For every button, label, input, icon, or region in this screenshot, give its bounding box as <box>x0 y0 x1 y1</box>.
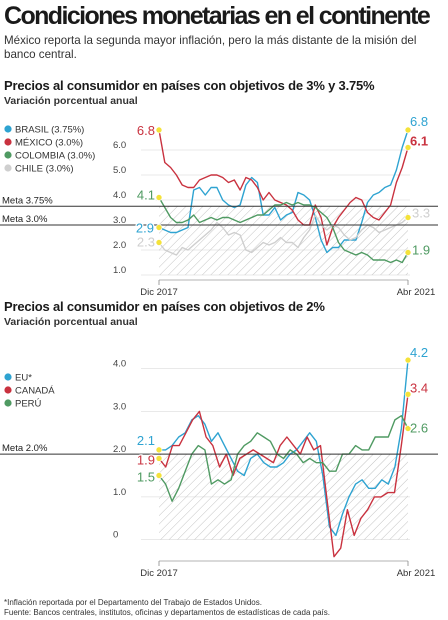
legend-label: EU* <box>15 373 32 384</box>
x-tick-label: Abr 2021 <box>397 287 436 298</box>
y-tick-label: 6.0 <box>113 140 126 151</box>
end-marker <box>404 356 412 364</box>
chart2-title: Precios al consumidor en países con obje… <box>4 299 325 314</box>
y-tick-label: 3.0 <box>113 215 126 226</box>
chart1-title: Precios al consumidor en países con obje… <box>4 78 375 93</box>
start-marker <box>155 239 163 246</box>
target-label: Meta 3.75% <box>2 195 53 206</box>
target-band <box>159 454 408 540</box>
y-tick-label: 1.0 <box>113 265 126 276</box>
y-tick-label: 4.0 <box>113 359 126 370</box>
series-line-2 <box>158 414 409 502</box>
end-value-label: 2.6 <box>410 420 428 435</box>
x-tick-label: Abr 2021 <box>397 568 436 579</box>
legend-swatch <box>4 125 12 133</box>
chart1-subtitle: Variación porcentual anual <box>4 95 138 107</box>
chart2-subtitle: Variación porcentual anual <box>4 316 138 328</box>
end-value-label: 6.8 <box>410 114 428 129</box>
page-title: Condiciones monetarias en el continente <box>4 2 431 30</box>
end-value-label: 3.4 <box>410 380 428 395</box>
start-value-label: 4.1 <box>137 188 155 203</box>
end-marker <box>404 390 412 398</box>
end-value-label: 1.9 <box>412 243 430 258</box>
x-tick-label: Dic 2017 <box>140 568 178 579</box>
end-marker <box>404 249 412 256</box>
start-marker <box>155 126 163 134</box>
start-marker <box>155 194 163 201</box>
footnote-eu: *Inflación reportada por el Departamento… <box>4 598 262 607</box>
start-value-label: 2.9 <box>136 221 154 236</box>
footnote-source: Fuente: Bancos centrales, institutos, of… <box>4 608 330 617</box>
end-value-label: 6.1 <box>410 134 428 149</box>
target-label: Meta 3.0% <box>2 214 48 225</box>
legend-swatch <box>4 386 12 394</box>
start-marker <box>155 224 163 231</box>
legend-label: MÉXICO (3.0%) <box>15 138 83 149</box>
y-tick-label: 3.0 <box>113 401 126 412</box>
y-tick-label: 2.0 <box>113 444 126 455</box>
target-label: Meta 2.0% <box>2 443 48 454</box>
start-value-label: 2.1 <box>137 433 155 448</box>
start-value-label: 1.5 <box>137 470 155 485</box>
start-marker <box>155 472 163 479</box>
chart1-svg: 1.0 2.0 3.0 4.0 5.0 6.0 Dic 2017 Abr 2021 Meta 3… <box>0 113 438 298</box>
legend-swatch <box>4 373 12 381</box>
end-marker <box>404 144 412 151</box>
y-tick-label: 0 <box>113 530 118 541</box>
legend-label: CHILE (3.0%) <box>15 164 74 175</box>
y-tick-label: 2.0 <box>113 240 126 251</box>
end-marker <box>404 126 412 134</box>
legend-swatch <box>4 399 12 407</box>
end-value-label: 3.3 <box>412 206 430 221</box>
legend-swatch <box>4 151 12 159</box>
start-value-label: 1.9 <box>137 452 155 467</box>
legend-label: PERÚ <box>15 399 42 410</box>
end-marker <box>404 425 412 432</box>
series-line-3 <box>158 214 409 256</box>
series-line-2 <box>158 197 409 264</box>
y-tick-label: 5.0 <box>113 165 126 176</box>
start-value-label: 2.3 <box>137 235 155 250</box>
legend-label: COLOMBIA (3.0%) <box>15 151 95 162</box>
series-line-0 <box>159 360 409 537</box>
chart2-svg: 0 1.0 2.0 3.0 4.0 Dic 2017 Abr 2021 Meta 2.0% 2.… <box>0 344 438 579</box>
legend-label: CANADÁ <box>15 386 55 397</box>
start-marker <box>155 455 163 462</box>
legend-swatch <box>4 164 12 172</box>
y-tick-label: 4.0 <box>113 190 126 201</box>
end-value-label: 4.2 <box>410 345 428 360</box>
legend-label: BRASIL (3.75%) <box>15 125 84 136</box>
page-subtitle: México reporta la segunda mayor inflació… <box>4 34 417 61</box>
x-tick-label: Dic 2017 <box>140 287 178 298</box>
end-marker <box>404 214 412 221</box>
series-line-1 <box>158 394 409 558</box>
start-value-label: 6.8 <box>137 123 155 138</box>
start-marker <box>155 446 163 454</box>
legend-swatch <box>4 138 12 146</box>
y-tick-label: 1.0 <box>113 487 126 498</box>
